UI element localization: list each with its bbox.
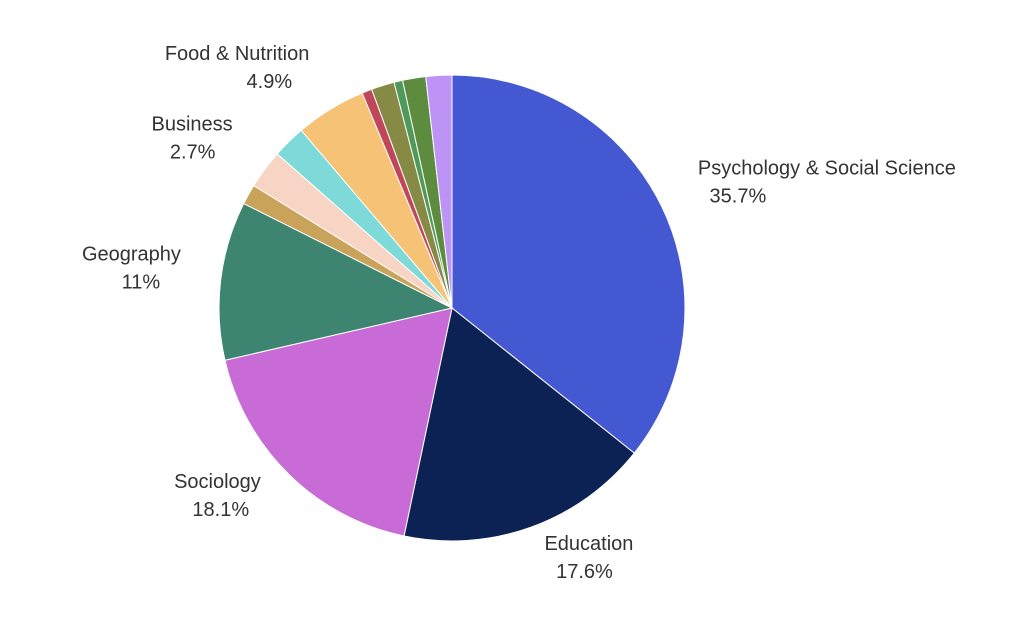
slice-value: 2.7% (170, 141, 216, 163)
slice-label: Education (544, 533, 633, 555)
slice-value: 11% (122, 271, 161, 293)
pie-slice (425, 74, 453, 309)
slice-value: 18.1% (192, 499, 249, 521)
pie-slice (224, 307, 453, 537)
pie-slice (451, 74, 686, 454)
slice-label: Business (152, 113, 233, 135)
slice-value: 17.6% (556, 561, 613, 583)
slice-value: 35.7% (710, 185, 767, 207)
slice-value: 4.9% (247, 71, 293, 93)
slice-label: Sociology (174, 471, 261, 493)
slice-label: Food & Nutrition (165, 43, 310, 65)
pie-slice (403, 307, 635, 542)
slice-label: Psychology & Social Science (698, 157, 956, 179)
slice-label: Geography (82, 243, 181, 265)
pie-slice (218, 202, 454, 361)
